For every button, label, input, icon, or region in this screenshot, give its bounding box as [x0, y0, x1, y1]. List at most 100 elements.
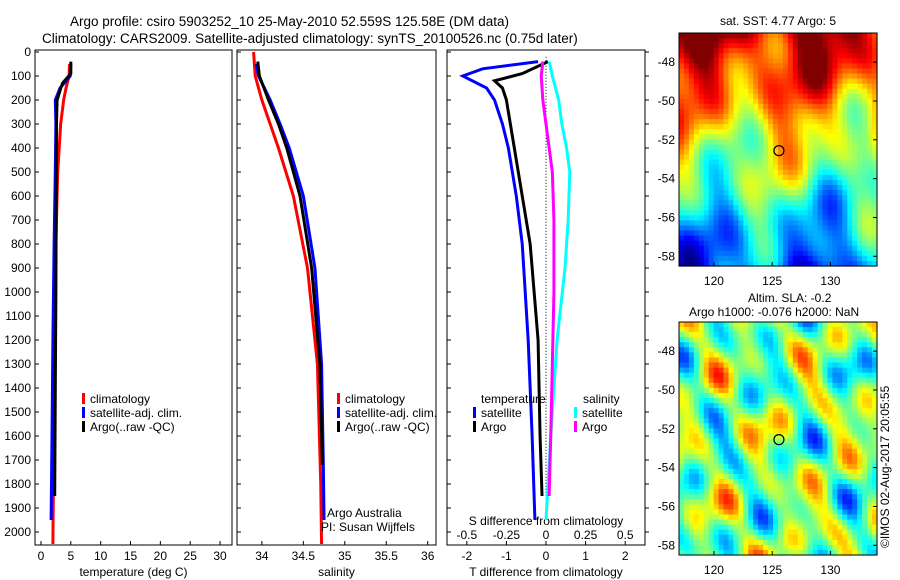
map-cell [802, 413, 809, 419]
map-cell [782, 418, 789, 424]
map-cell [723, 473, 730, 480]
map-cell [842, 473, 848, 480]
map-cell [753, 63, 759, 70]
map-cell [773, 200, 779, 206]
map-cell [792, 352, 799, 359]
map-cell [842, 529, 848, 536]
map-cell [812, 428, 819, 435]
map-cell [842, 367, 848, 374]
map-cell [683, 129, 690, 135]
map-cell [763, 479, 769, 485]
map-cell [867, 154, 873, 161]
map-cell [802, 443, 809, 450]
map-cell [867, 504, 873, 511]
map-cell [862, 377, 868, 384]
map-cell [748, 392, 754, 399]
map-cell [842, 327, 848, 333]
map-cell [718, 250, 725, 257]
map-cell [753, 205, 759, 211]
map-cell [753, 154, 759, 161]
map-cell [679, 468, 685, 475]
map-cell [733, 245, 739, 252]
map-cell [753, 53, 759, 59]
map-cell [827, 509, 834, 516]
map-cell [807, 514, 814, 521]
map-cell [827, 93, 834, 100]
map-cell [787, 119, 794, 125]
map-cell [683, 332, 690, 338]
map-cell [679, 103, 685, 110]
map-cell [832, 367, 838, 374]
map-cell [698, 124, 705, 130]
map-cell [753, 38, 759, 44]
map-cell [852, 179, 858, 186]
map-cell [698, 428, 705, 435]
map-cell [857, 78, 863, 85]
map-cell [852, 534, 858, 541]
map-cell [778, 38, 784, 44]
map-cell [763, 164, 769, 171]
map-cell [743, 93, 749, 100]
map-cell [693, 154, 700, 161]
map-cell [743, 215, 749, 222]
map-cell [713, 68, 720, 75]
map-cell [807, 524, 814, 531]
map-cell [792, 514, 799, 521]
map-cell [807, 220, 814, 227]
map-cell [733, 53, 739, 59]
map-cell [827, 88, 834, 95]
map-cell [797, 357, 804, 364]
map-cell [738, 473, 744, 480]
map-cell [698, 347, 705, 353]
map-cell [832, 372, 838, 379]
map-cell [812, 144, 819, 151]
map-cell [782, 149, 789, 156]
map-cell [748, 433, 754, 440]
map-cell [753, 392, 759, 399]
map-cell [708, 453, 715, 460]
map-cell [802, 347, 809, 353]
map-cell [822, 448, 829, 455]
map-cell [778, 372, 784, 379]
map-cell [782, 352, 789, 359]
map-cell [787, 58, 794, 64]
map-cell [792, 443, 799, 450]
map-cell [698, 458, 705, 465]
map-cell [778, 103, 784, 110]
map-cell [733, 423, 739, 429]
map-cell [703, 544, 710, 551]
map-cell [867, 529, 873, 536]
map-cell [758, 68, 764, 75]
map-cell [832, 494, 838, 500]
map-cell [847, 250, 853, 257]
map-cell [797, 479, 804, 485]
map-cell [703, 494, 710, 500]
map-cell [723, 78, 730, 85]
map-cell [847, 225, 853, 232]
map-cell [708, 58, 715, 64]
map-cell [817, 33, 824, 39]
map-cell [708, 63, 715, 70]
map-cell [679, 479, 685, 485]
map-cell [708, 458, 715, 465]
map-cell [802, 494, 809, 500]
map-cell [867, 392, 873, 399]
y-tick-label: 1100 [5, 309, 31, 323]
map-cell [703, 255, 710, 262]
map-cell [862, 392, 868, 399]
map-cell [778, 73, 784, 80]
map-cell [807, 149, 814, 156]
map-cell [847, 337, 853, 343]
map-cell [832, 230, 838, 237]
map-cell [792, 433, 799, 440]
map-cell [698, 473, 705, 480]
map-cell [837, 362, 843, 369]
map-cell [718, 433, 725, 440]
map-cell [728, 392, 735, 399]
map-cell [842, 190, 848, 196]
map-cell [802, 43, 809, 49]
map-cell [837, 200, 843, 206]
map-cell [867, 88, 873, 95]
map-cell [842, 524, 848, 531]
map-cell [683, 169, 690, 176]
